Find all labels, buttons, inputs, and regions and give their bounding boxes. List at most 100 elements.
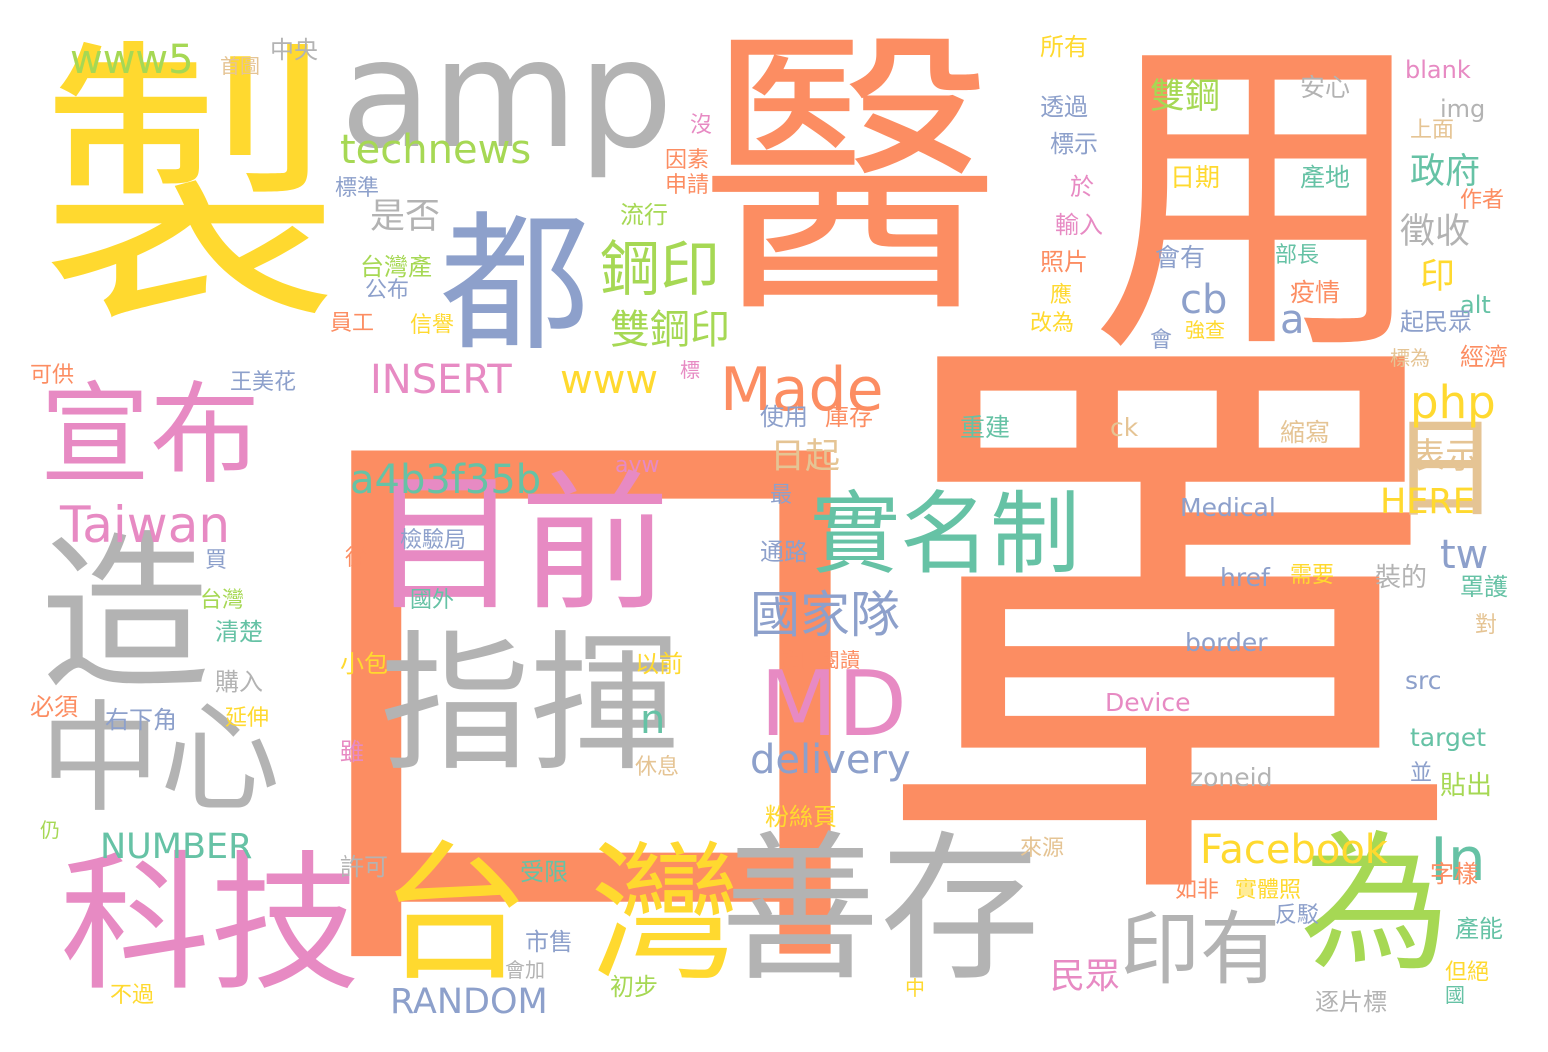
cloud-word-50: 印 [1420,257,1456,297]
cloud-word-83: 標示 [1050,130,1098,158]
cloud-word-49: 民眾 [1050,957,1121,997]
cloud-word-95: 標 [680,358,700,382]
cloud-word-14: 善存 [720,816,1041,1003]
cloud-word-75: 員工 [330,311,375,336]
cloud-word-94: 庫存 [825,403,873,431]
cloud-word-48: 雙鋼 [1150,77,1221,117]
cloud-word-46: 表示 [1410,437,1481,477]
cloud-word-16: 目前 [370,458,671,632]
cloud-word-111: 粉絲頁 [765,803,837,831]
cloud-word-6-amp: amp [340,8,674,182]
cloud-word-112: 許可 [340,853,388,881]
cloud-word-58: 縮寫 [1280,418,1331,447]
cloud-word-134: 需要 [1290,563,1335,588]
cloud-word-24-www5: www5 [70,37,194,83]
cloud-word-79: 因素 [665,148,710,173]
cloud-word-84: 於 [1070,173,1094,201]
cloud-word-18: 實名制 [810,482,1080,587]
cloud-word-15: 為 [1300,818,1451,992]
cloud-word-39-cb: cb [1180,277,1228,323]
cloud-word-26-a4b3f35b: a4b3f35b [350,457,542,503]
cloud-word-114: 市售 [525,928,573,956]
cloud-word-36-random: RANDOM [390,982,548,1022]
cloud-word-133: 裝的 [1375,563,1428,593]
cloud-word-138: 部長 [1275,243,1320,268]
cloud-word-40-a: a [1280,297,1305,343]
cloud-word-56: 重建 [960,413,1011,442]
cloud-word-70: 國外 [410,588,455,613]
cloud-word-93: 使用 [760,403,808,431]
cloud-word-74: 信譽 [410,313,455,338]
cloud-word-109: 休息 [635,755,680,780]
cloud-word-104: 右下角 [105,706,177,734]
cloud-word-61-border: border [1185,628,1268,657]
cloud-word-28: 雙鋼印 [610,307,730,353]
cloud-word-29: 國家隊 [750,586,900,644]
cloud-word-126: 但絕 [1445,960,1490,985]
cloud-word-42-n: n [640,697,666,743]
cloud-word-73: 公布 [365,278,410,303]
cloud-word-139: 強查 [1185,318,1225,342]
cloud-word-22-made: Made [720,355,884,425]
cloud-word-33-www: www [560,357,659,403]
cloud-word-53: 產地 [1300,163,1351,192]
cloud-word-63-zoneid: zoneid [1190,763,1273,792]
cloud-word-34-insert: INSERT [370,357,512,403]
cloud-word-91: 首圖 [220,54,260,78]
cloud-word-103: 延伸 [225,706,270,731]
cloud-word-108: 從 [345,546,368,571]
cloud-word-13: 灣 [590,828,741,1002]
cloud-word-76: 王美花 [230,370,297,395]
cloud-word-123: 反駁 [1275,903,1320,928]
cloud-word-21: 印有 [1120,903,1280,996]
cloud-word-55: 疫情 [1290,278,1341,307]
cloud-word-59-medical: Medical [1180,493,1276,522]
cloud-word-62-device: Device [1105,688,1191,717]
cloud-word-89: 所有 [1040,33,1088,61]
cloud-word-10: 中心 [40,690,280,829]
cloud-word-142: 作者 [1460,188,1505,213]
cloud-word-12: 台 [380,828,531,1002]
cloud-word-1: 口 [270,327,910,1052]
cloud-word-140: 會 [1150,328,1173,353]
cloud-word-131: 對 [1475,613,1498,638]
cloud-word-43: 政府 [1410,152,1481,192]
cloud-word-82: 透過 [1040,93,1088,121]
cloud-word-110: 進口閱讀 [780,648,860,672]
cloud-word-9: 造 [40,516,211,714]
cloud-word-35-number: NUMBER [100,827,253,867]
cloud-word-99: 台灣 [200,588,245,613]
cloud-word-68-alt: alt [1460,291,1491,319]
cloud-word-101: 購入 [215,668,263,696]
cloud-word-88: 改為 [1030,311,1075,336]
cloud-word-137: 起民眾 [1400,308,1472,336]
cloud-word-96: 最 [770,483,793,508]
cloud-word-30-facebook: Facebook [1200,827,1388,873]
cloud-word-72: 台灣產 [360,253,432,281]
cloud-word-7: 都 [440,198,591,372]
cloud-word-8: 宣布 [40,371,260,499]
cloud-word-31-in: In [1430,825,1486,895]
cloud-word-25-technews: technews [340,127,532,173]
cloud-word-102: 必須 [30,693,78,721]
cloud-word-116: 初步 [610,973,658,1001]
cloud-word-3: 醫 [700,5,1000,354]
cloud-word-106: 以前 [635,650,683,678]
cloud-word-128: 國 [1445,983,1465,1007]
cloud-word-105: 小包 [340,650,388,678]
cloud-word-100: 清楚 [215,618,263,646]
cloud-word-20: 日 [1371,410,1499,520]
cloud-word-44: 徵收 [1400,212,1471,252]
cloud-word-27: 鋼印 [600,235,720,305]
cloud-word-54: 會有 [1155,243,1206,272]
cloud-word-125: 產能 [1455,915,1503,943]
cloud-word-47-here: HERE [1380,482,1475,522]
cloud-word-17: 指揮 [380,618,681,792]
cloud-word-77: 流行 [620,201,668,229]
cloud-word-119: 中 [905,976,925,1000]
cloud-word-80: 申請 [665,173,710,198]
cloud-word-38: 是否 [370,197,441,237]
cloud-word-81: 沒 [690,113,713,138]
cloud-word-136: 標為 [1390,346,1430,370]
cloud-word-78: 標準 [335,176,380,201]
